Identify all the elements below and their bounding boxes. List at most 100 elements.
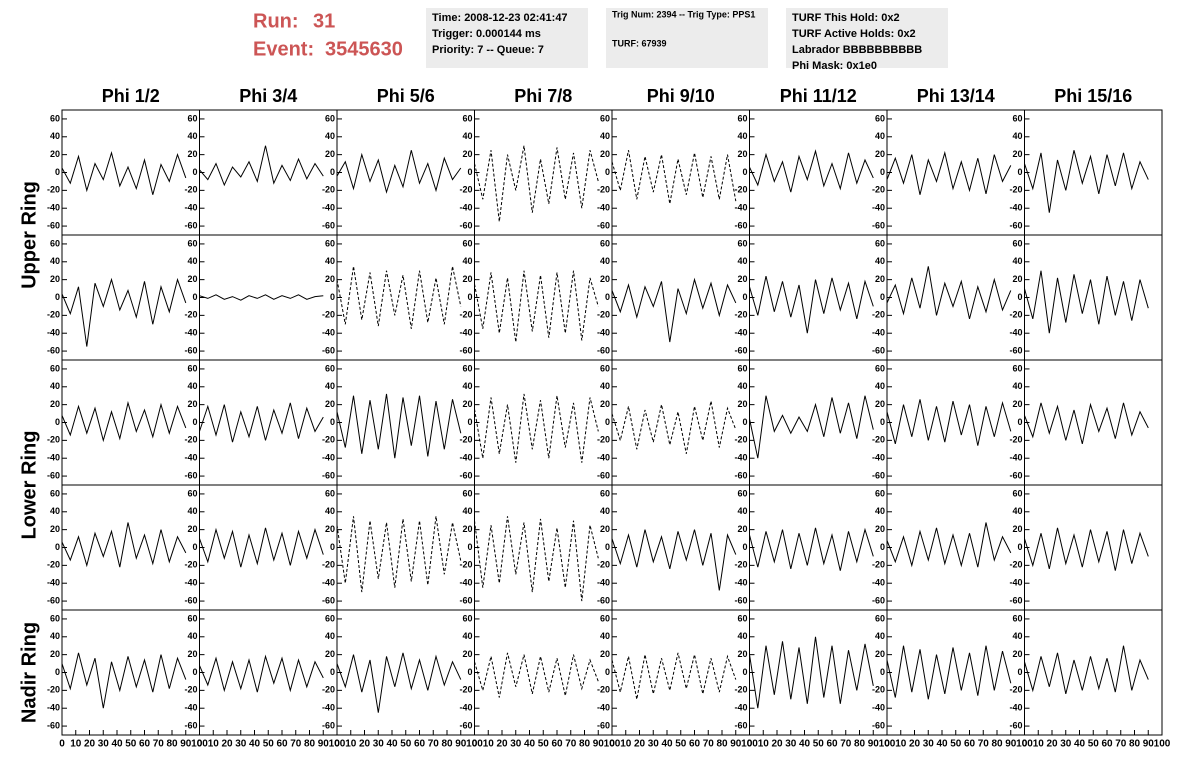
y-tick-label: 40 (187, 131, 197, 141)
y-tick-label: -20 (184, 185, 197, 195)
y-tick-label: -60 (322, 595, 335, 605)
x-tick-label: 30 (923, 739, 935, 750)
y-tick-label: 20 (325, 149, 335, 159)
waveform (886, 399, 1012, 446)
x-tick-label: 70 (978, 739, 990, 750)
y-tick-label: 40 (600, 256, 610, 266)
y-tick-label: 60 (600, 488, 610, 498)
column-header: Phi 5/6 (377, 86, 435, 106)
y-tick-label: -60 (184, 595, 197, 605)
panel-frame (886, 109, 1025, 236)
x-tick-label: 60 (826, 739, 838, 750)
y-tick-label: 40 (737, 381, 747, 391)
waveform (61, 277, 187, 347)
y-tick-label: -60 (597, 345, 610, 355)
y-tick-label: 20 (875, 649, 885, 659)
run-number: 31 (313, 10, 335, 32)
panel-frame (199, 484, 338, 611)
y-tick-label: 40 (875, 131, 885, 141)
y-tick-label: -40 (459, 578, 472, 588)
y-tick-label: -40 (47, 328, 60, 338)
y-tick-label: 0 (467, 542, 472, 552)
y-tick-label: -60 (734, 220, 747, 230)
y-tick-label: 20 (600, 274, 610, 284)
y-tick-label: -20 (322, 310, 335, 320)
y-tick-label: 40 (1012, 631, 1022, 641)
panel-frame (336, 484, 475, 611)
y-tick-label: 60 (462, 363, 472, 373)
y-tick-label: 60 (875, 113, 885, 123)
y-tick-label: -20 (184, 560, 197, 570)
x-tick-label: 80 (304, 739, 316, 750)
x-tick-label: 80 (854, 739, 866, 750)
y-tick-label: 20 (1012, 149, 1022, 159)
panel-frame (611, 484, 750, 611)
y-tick-label: -60 (184, 345, 197, 355)
y-tick-label: -20 (47, 685, 60, 695)
waveform (611, 529, 737, 591)
y-tick-label: 60 (325, 613, 335, 623)
x-tick-label: 0 (747, 739, 753, 750)
waveform (199, 527, 324, 568)
y-tick-label: 60 (187, 113, 197, 123)
y-tick-label: -60 (459, 470, 472, 480)
y-tick-label: -60 (322, 470, 335, 480)
x-tick-label: 90 (455, 739, 467, 750)
x-tick-label: 40 (386, 739, 398, 750)
y-tick-label: 0 (1017, 417, 1022, 427)
waveform (1024, 270, 1149, 334)
waveform (611, 277, 737, 343)
ring-label: Lower Ring (18, 431, 40, 540)
x-tick-label: 40 (111, 739, 123, 750)
x-tick-label: 10 (1033, 739, 1045, 750)
y-tick-label: -20 (47, 310, 60, 320)
y-tick-label: 0 (55, 667, 60, 677)
y-tick-label: -40 (184, 328, 197, 338)
x-tick-label: 90 (730, 739, 742, 750)
y-tick-label: -40 (459, 703, 472, 713)
ring-label: Upper Ring (18, 181, 40, 289)
x-tick-label: 30 (98, 739, 110, 750)
x-tick-label: 30 (1060, 739, 1072, 750)
waveform (749, 149, 874, 193)
waveform (199, 402, 324, 443)
y-tick-label: 0 (1017, 292, 1022, 302)
y-tick-label: 0 (467, 417, 472, 427)
waveform (336, 393, 462, 459)
y-tick-label: 0 (330, 667, 335, 677)
x-tick-label: 90 (180, 739, 192, 750)
y-tick-label: 20 (1012, 399, 1022, 409)
y-tick-label: 20 (325, 274, 335, 284)
y-tick-label: 20 (600, 149, 610, 159)
y-tick-label: 20 (187, 274, 197, 284)
x-tick-label: 20 (496, 739, 508, 750)
waveform (336, 652, 462, 713)
waveform (749, 275, 874, 334)
y-tick-label: -60 (597, 595, 610, 605)
x-tick-label: 40 (799, 739, 811, 750)
column-header: Phi 7/8 (514, 86, 572, 106)
y-tick-label: 60 (1012, 613, 1022, 623)
panel-frame (199, 109, 338, 236)
x-tick-label: 20 (359, 739, 371, 750)
x-tick-label: 100 (329, 739, 346, 750)
x-tick-label: 50 (263, 739, 275, 750)
y-tick-label: 20 (1012, 649, 1022, 659)
x-tick-label: 60 (276, 739, 288, 750)
y-tick-label: 40 (1012, 256, 1022, 266)
y-tick-label: 60 (737, 113, 747, 123)
y-tick-label: 40 (325, 381, 335, 391)
waveform (1024, 150, 1149, 213)
panel-frame (474, 609, 613, 736)
y-tick-label: 60 (875, 238, 885, 248)
info-text: TURF: 67939 (612, 38, 667, 48)
y-tick-label: -40 (1009, 453, 1022, 463)
x-tick-label: 40 (1074, 739, 1086, 750)
waveform (336, 516, 462, 593)
y-tick-label: 60 (325, 113, 335, 123)
y-tick-label: -20 (322, 560, 335, 570)
y-tick-label: -60 (734, 595, 747, 605)
y-tick-label: -60 (459, 595, 472, 605)
y-tick-label: -20 (47, 560, 60, 570)
y-tick-label: 20 (875, 524, 885, 534)
